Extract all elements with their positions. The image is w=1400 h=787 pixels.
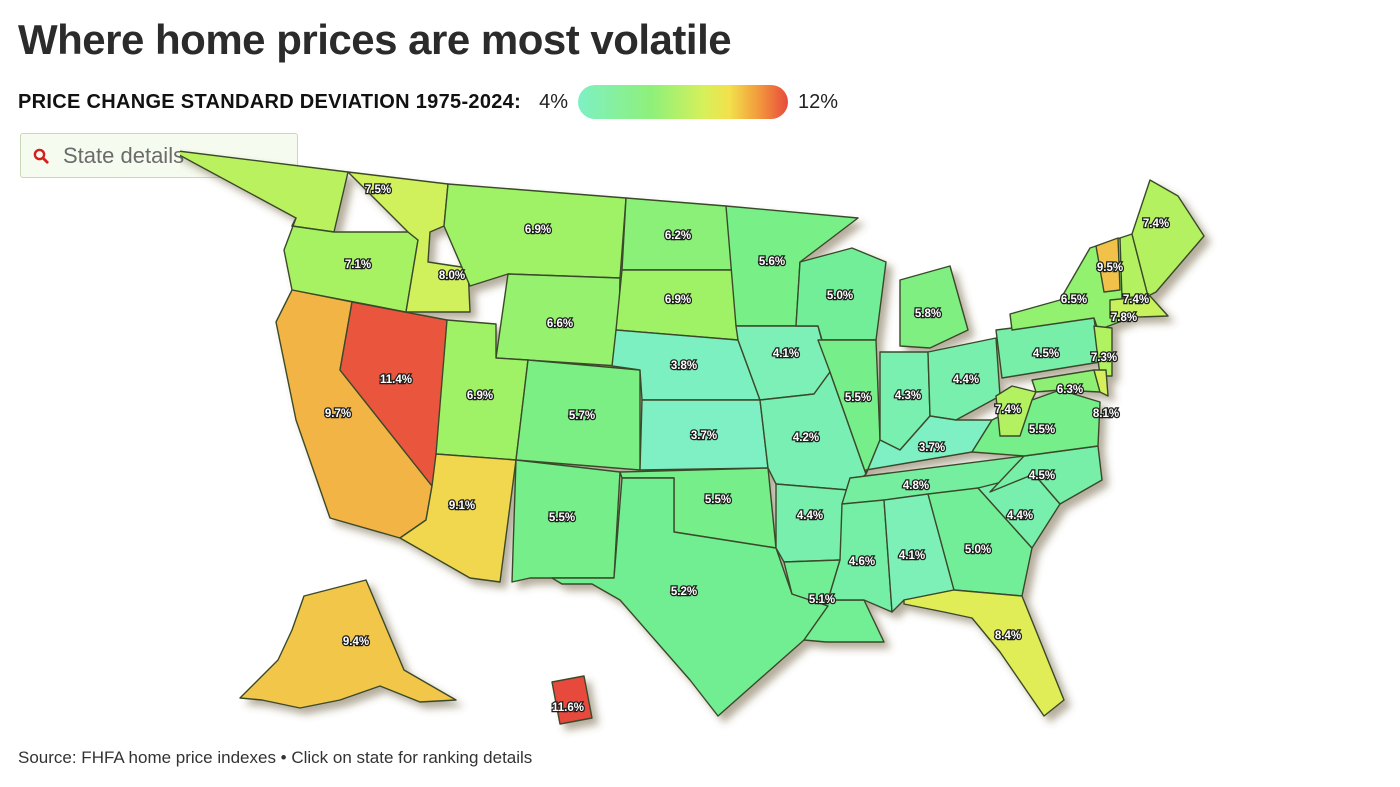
legend-label: PRICE CHANGE STANDARD DEVIATION 1975-202… <box>18 90 522 113</box>
state-ma[interactable] <box>1109 295 1169 319</box>
page-title: Where home prices are most volatile <box>18 16 732 63</box>
state-me[interactable] <box>1131 179 1205 297</box>
state-wv[interactable] <box>995 385 1037 437</box>
state-nd[interactable] <box>621 197 737 271</box>
state-mt[interactable] <box>443 183 627 287</box>
state-ga[interactable] <box>927 487 1033 597</box>
state-search-box[interactable] <box>20 133 298 178</box>
state-wa[interactable] <box>180 150 349 233</box>
state-de[interactable] <box>1093 369 1109 397</box>
state-co[interactable] <box>515 359 641 471</box>
legend-max-label: 12% <box>797 90 839 113</box>
state-az[interactable] <box>399 453 517 583</box>
legend-min-label: 4% <box>539 90 568 113</box>
state-nm[interactable] <box>511 459 621 583</box>
state-oh[interactable] <box>927 337 1001 421</box>
color-legend: PRICE CHANGE STANDARD DEVIATION 1975-202… <box>18 85 839 119</box>
state-md[interactable] <box>1031 369 1101 393</box>
state-sd[interactable] <box>615 269 739 341</box>
state-wi[interactable] <box>795 247 887 341</box>
state-ak[interactable] <box>239 579 457 709</box>
state-wy[interactable] <box>495 273 621 367</box>
state-fl[interactable] <box>903 589 1065 717</box>
state-vt[interactable] <box>1095 237 1121 293</box>
state-nj[interactable] <box>1093 325 1113 377</box>
us-choropleth-map: 7.5%7.1%9.7%11.4%8.0%6.9%6.6%6.9%9.1%5.7… <box>180 150 1205 725</box>
source-note: Source: FHFA home price indexes • Click … <box>18 748 533 767</box>
legend-gradient-bar <box>577 85 788 119</box>
state-ar[interactable] <box>775 483 849 563</box>
state-ks[interactable] <box>639 399 769 471</box>
search-icon <box>21 148 61 164</box>
state-mi[interactable] <box>899 265 969 349</box>
state-hi[interactable] <box>551 675 593 725</box>
state-ky[interactable] <box>865 415 993 475</box>
state-tx[interactable] <box>551 477 829 717</box>
